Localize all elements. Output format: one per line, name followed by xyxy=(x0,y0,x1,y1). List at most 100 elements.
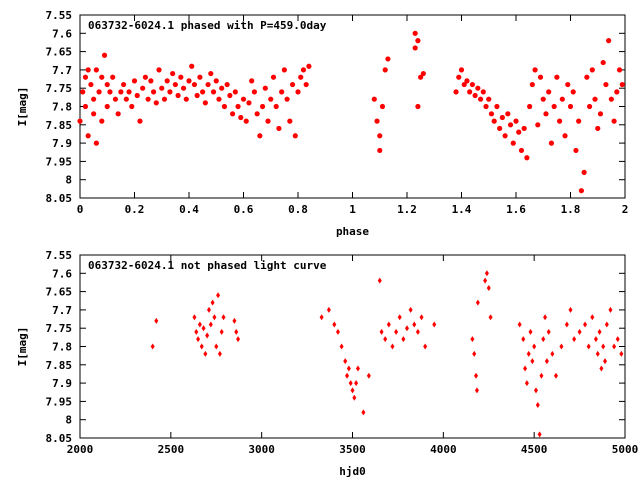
unphased-data-point xyxy=(401,336,406,343)
unphased-data-point xyxy=(432,321,437,328)
phased-data-point xyxy=(603,81,609,88)
phased-data-point xyxy=(477,96,484,102)
phased-data-point xyxy=(497,125,503,132)
phased-data-point xyxy=(298,74,304,80)
phased-data-point xyxy=(546,89,552,95)
phased-data-point xyxy=(115,111,121,117)
phased-y-tick-label: 7.8 xyxy=(52,101,72,114)
phased-data-point xyxy=(592,96,598,102)
phased-data-point xyxy=(167,89,173,95)
unphased-data-point xyxy=(154,317,159,324)
phased-data-point xyxy=(529,81,535,88)
unphased-y-tick-label: 7.65 xyxy=(46,286,73,299)
phased-data-point xyxy=(232,89,238,95)
unphased-data-point xyxy=(544,358,549,365)
unphased-chart-title: 063732-6024.1 not phased light curve xyxy=(88,259,327,272)
unphased-data-point xyxy=(196,336,201,343)
phased-data-point xyxy=(238,114,244,121)
unphased-data-point xyxy=(603,358,608,365)
phased-data-point xyxy=(295,89,301,95)
phased-data-point xyxy=(415,103,421,110)
unphased-data-point xyxy=(405,325,409,332)
unphased-y-tick-label: 7.7 xyxy=(52,304,72,317)
unphased-data-point xyxy=(203,350,208,357)
phased-data-point xyxy=(284,96,290,102)
unphased-data-point xyxy=(564,321,569,328)
unphased-chart: 2000 2500 3000 3500 4000 4500 5000 7.55 7.6 7.65 7… xyxy=(16,249,638,478)
phased-data-point xyxy=(77,118,83,124)
phased-plot-frame xyxy=(79,14,626,199)
phased-data-point xyxy=(170,70,176,77)
phased-data-point xyxy=(606,38,612,44)
phased-data-point xyxy=(259,103,266,110)
phased-y-tick-label: 7.9 xyxy=(52,137,72,150)
unphased-data-point xyxy=(474,387,479,394)
unphased-data-point xyxy=(523,365,528,372)
unphased-data-point xyxy=(472,350,477,357)
unphased-data-point xyxy=(352,394,357,401)
unphased-y-tick-label: 7.8 xyxy=(52,341,72,354)
phased-data-point xyxy=(134,92,140,99)
phased-data-point xyxy=(112,96,119,102)
phased-data-point xyxy=(616,67,623,73)
phased-data-point xyxy=(159,85,165,91)
unphased-data-point xyxy=(543,314,548,321)
phased-data-point xyxy=(88,81,94,88)
phased-data-point xyxy=(219,85,225,91)
phased-data-point xyxy=(189,63,195,69)
unphased-data-point xyxy=(533,387,538,394)
unphased-data-point xyxy=(377,277,382,284)
phased-data-point xyxy=(194,92,200,99)
unphased-data-point xyxy=(335,328,340,335)
phased-data-point xyxy=(142,74,148,80)
unphased-data-point xyxy=(535,402,540,409)
phased-data-point xyxy=(518,147,525,154)
phased-data-point xyxy=(589,67,595,73)
phased-data-point xyxy=(573,147,579,154)
unphased-data-point xyxy=(597,328,602,335)
phased-data-point xyxy=(461,81,467,88)
phased-data-point xyxy=(99,118,105,124)
unphased-data-point xyxy=(234,328,239,335)
unphased-data-point xyxy=(346,365,351,372)
phased-data-point xyxy=(268,96,274,102)
phased-data-point xyxy=(213,78,219,84)
phased-data-point xyxy=(200,89,206,95)
phased-x-tick-label: 0.2 xyxy=(125,203,145,216)
phased-data-point xyxy=(164,78,170,84)
phased-y-axis-label: I[mag] xyxy=(16,87,29,127)
unphased-data-point xyxy=(419,314,424,321)
unphased-data-point xyxy=(572,336,577,343)
unphased-y-tick-label: 8 xyxy=(65,414,72,427)
phased-data-point xyxy=(276,125,282,132)
unphased-data-point xyxy=(332,321,337,328)
unphased-data-point xyxy=(530,358,535,365)
phased-data-point xyxy=(172,81,178,88)
unphased-data-point xyxy=(219,328,224,335)
phased-data-point xyxy=(156,67,162,73)
phased-data-point xyxy=(262,85,268,91)
unphased-y-tick-label: 8.05 xyxy=(46,432,73,445)
phased-data-point xyxy=(197,74,203,80)
unphased-x-tick-label: 4500 xyxy=(521,443,548,456)
phased-data-point xyxy=(614,89,620,95)
unphased-data-point xyxy=(339,343,344,350)
unphased-x-axis-label: hjd0 xyxy=(339,465,366,478)
phased-data-point xyxy=(104,103,110,110)
phased-data-point xyxy=(488,111,495,117)
unphased-data-point xyxy=(583,321,588,328)
phased-data-point xyxy=(249,78,255,84)
phased-data-point xyxy=(303,81,309,88)
phased-data-point xyxy=(570,89,576,95)
unphased-data-point xyxy=(619,350,624,357)
phased-data-point xyxy=(505,111,511,117)
phased-data-point xyxy=(235,103,241,110)
phased-data-point xyxy=(183,96,189,102)
unphased-data-point xyxy=(612,343,617,350)
unphased-data-point xyxy=(217,350,222,357)
phased-data-point xyxy=(292,133,298,139)
unphased-y-tick-label: 7.6 xyxy=(52,267,72,280)
unphased-data-point xyxy=(595,350,600,357)
phased-data-point xyxy=(491,118,497,124)
